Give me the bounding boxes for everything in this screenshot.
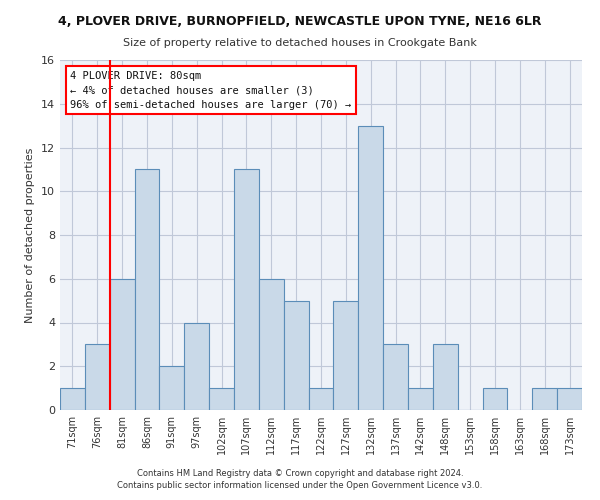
Text: Size of property relative to detached houses in Crookgate Bank: Size of property relative to detached ho… [123,38,477,48]
Bar [383,344,408,410]
Bar [209,388,234,410]
Text: Contains HM Land Registry data © Crown copyright and database right 2024.
Contai: Contains HM Land Registry data © Crown c… [118,468,482,490]
Bar [284,300,308,410]
Bar [134,170,160,410]
Bar [433,344,458,410]
Bar [482,388,508,410]
Bar [532,388,557,410]
Bar [308,388,334,410]
Text: 4 PLOVER DRIVE: 80sqm
← 4% of detached houses are smaller (3)
96% of semi-detach: 4 PLOVER DRIVE: 80sqm ← 4% of detached h… [70,70,352,110]
Bar [60,388,85,410]
Bar [259,279,284,410]
Bar [184,322,209,410]
Bar [358,126,383,410]
Bar [234,170,259,410]
Text: 4, PLOVER DRIVE, BURNOPFIELD, NEWCASTLE UPON TYNE, NE16 6LR: 4, PLOVER DRIVE, BURNOPFIELD, NEWCASTLE … [58,15,542,28]
Bar [160,366,184,410]
Bar [557,388,582,410]
Bar [85,344,110,410]
Bar [334,300,358,410]
Bar [110,279,134,410]
Y-axis label: Number of detached properties: Number of detached properties [25,148,35,322]
Bar [408,388,433,410]
